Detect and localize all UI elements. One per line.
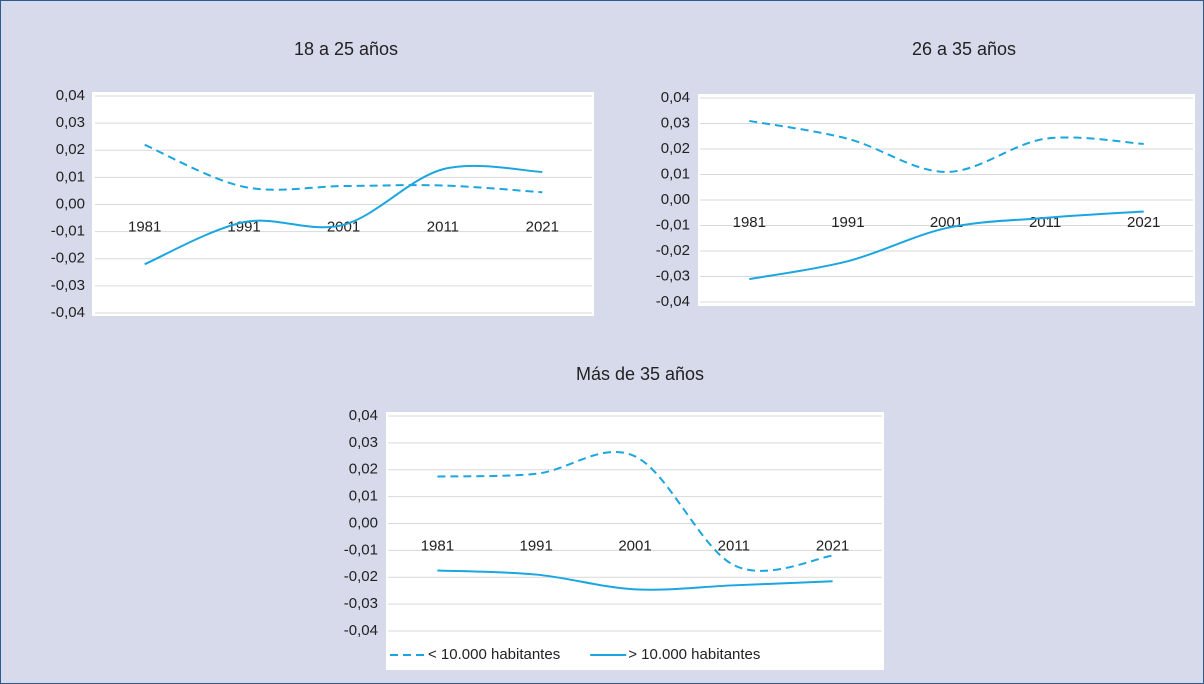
x-tick-label: 1991: [831, 214, 864, 231]
x-tick-label: 2011: [718, 537, 750, 554]
x-tick-label: 1981: [733, 214, 766, 231]
y-tick-label: -0,01: [656, 216, 690, 233]
y-tick-label: 0,04: [661, 89, 690, 106]
y-tick-label: -0,02: [656, 242, 690, 259]
plot-area: [386, 412, 884, 670]
x-tick-label: 2021: [526, 218, 559, 235]
y-tick-label: 0,04: [349, 407, 378, 424]
y-tick-label: -0,03: [344, 595, 378, 612]
chart-title: 18 a 25 años: [294, 39, 398, 59]
x-tick-label: 2001: [618, 537, 651, 554]
y-tick-label: 0,02: [661, 140, 690, 157]
y-tick-label: 0,00: [56, 195, 85, 212]
x-tick-label: 1981: [421, 537, 454, 554]
line-series: [749, 210, 1144, 281]
line-series: [144, 143, 543, 194]
y-tick-label: 0,01: [661, 165, 690, 182]
y-tick-label: 0,01: [56, 168, 85, 185]
x-tick-label: 1991: [227, 218, 260, 235]
x-tick-label: 1991: [520, 537, 553, 554]
y-tick-label: -0,02: [344, 568, 378, 585]
line-series: [437, 451, 833, 572]
legend-label: > 10.000 habitantes: [628, 646, 760, 663]
y-tick-label: 0,00: [661, 191, 690, 208]
y-tick-label: -0,04: [656, 293, 690, 310]
y-tick-label: -0,02: [51, 250, 85, 267]
x-tick-label: 1981: [128, 218, 161, 235]
x-tick-label: 2011: [427, 218, 459, 235]
chart-title: Más de 35 años: [576, 364, 704, 384]
line-series: [437, 569, 833, 591]
y-tick-label: 0,00: [349, 514, 378, 531]
y-tick-label: -0,04: [51, 304, 85, 321]
y-tick-label: 0,03: [661, 114, 690, 131]
x-tick-label: 2021: [816, 537, 849, 554]
y-tick-label: 0,03: [56, 114, 85, 131]
y-tick-label: 0,04: [56, 87, 85, 104]
y-tick-label: -0,04: [344, 622, 378, 639]
y-tick-label: -0,03: [656, 267, 690, 284]
y-tick-label: -0,03: [51, 277, 85, 294]
legend-label: < 10.000 habitantes: [428, 646, 560, 663]
y-tick-label: -0,01: [51, 223, 85, 240]
y-tick-label: -0,01: [344, 541, 378, 558]
y-tick-label: 0,02: [56, 141, 85, 158]
chart-title: 26 a 35 años: [912, 39, 1016, 59]
line-series: [144, 164, 543, 266]
x-tick-label: 2021: [1127, 214, 1160, 231]
y-tick-label: 0,01: [349, 488, 378, 505]
y-tick-label: 0,02: [349, 461, 378, 478]
y-tick-label: 0,03: [349, 434, 378, 451]
